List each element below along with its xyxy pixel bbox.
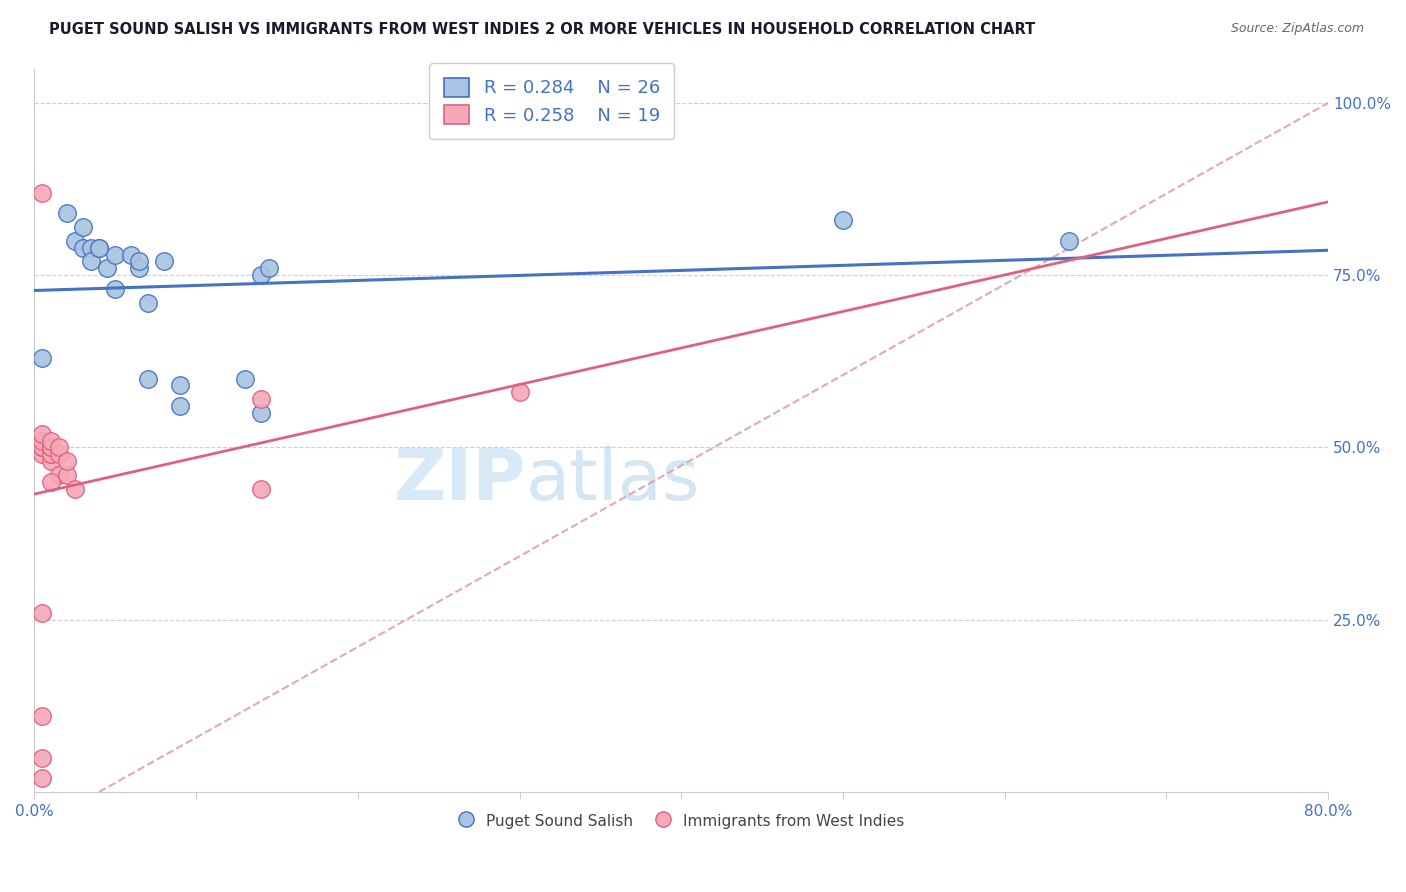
Point — [39, 454, 62, 468]
Point — [31, 606, 53, 620]
Point — [87, 241, 110, 255]
Point — [48, 468, 70, 483]
Point — [80, 241, 103, 255]
Point — [31, 186, 53, 200]
Point — [31, 434, 53, 448]
Point — [509, 385, 531, 400]
Point — [104, 282, 127, 296]
Text: Source: ZipAtlas.com: Source: ZipAtlas.com — [1230, 22, 1364, 36]
Point — [31, 771, 53, 785]
Point — [136, 295, 159, 310]
Point — [31, 441, 53, 455]
Point — [169, 378, 191, 392]
Point — [257, 261, 280, 276]
Point — [39, 475, 62, 489]
Point — [87, 241, 110, 255]
Point — [832, 213, 855, 227]
Point — [55, 454, 77, 468]
Point — [169, 399, 191, 413]
Point — [31, 351, 53, 365]
Point — [96, 261, 118, 276]
Point — [249, 268, 271, 283]
Point — [72, 219, 94, 234]
Point — [48, 441, 70, 455]
Point — [39, 447, 62, 461]
Point — [55, 206, 77, 220]
Text: atlas: atlas — [526, 446, 700, 516]
Point — [39, 441, 62, 455]
Legend: Puget Sound Salish, Immigrants from West Indies: Puget Sound Salish, Immigrants from West… — [453, 806, 911, 835]
Point — [249, 482, 271, 496]
Point — [72, 241, 94, 255]
Point — [39, 441, 62, 455]
Point — [128, 261, 150, 276]
Point — [39, 434, 62, 448]
Point — [31, 709, 53, 723]
Point — [48, 447, 70, 461]
Point — [63, 234, 86, 248]
Point — [152, 254, 174, 268]
Point — [1059, 234, 1081, 248]
Point — [31, 750, 53, 764]
Point — [31, 447, 53, 461]
Text: ZIP: ZIP — [394, 446, 526, 516]
Text: PUGET SOUND SALISH VS IMMIGRANTS FROM WEST INDIES 2 OR MORE VEHICLES IN HOUSEHOL: PUGET SOUND SALISH VS IMMIGRANTS FROM WE… — [49, 22, 1035, 37]
Point — [31, 426, 53, 441]
Point — [136, 371, 159, 385]
Point — [249, 392, 271, 407]
Point — [31, 441, 53, 455]
Point — [104, 247, 127, 261]
Point — [80, 254, 103, 268]
Point — [128, 254, 150, 268]
Point — [120, 247, 142, 261]
Point — [249, 406, 271, 420]
Point — [63, 482, 86, 496]
Point — [55, 468, 77, 483]
Point — [233, 371, 256, 385]
Point — [39, 447, 62, 461]
